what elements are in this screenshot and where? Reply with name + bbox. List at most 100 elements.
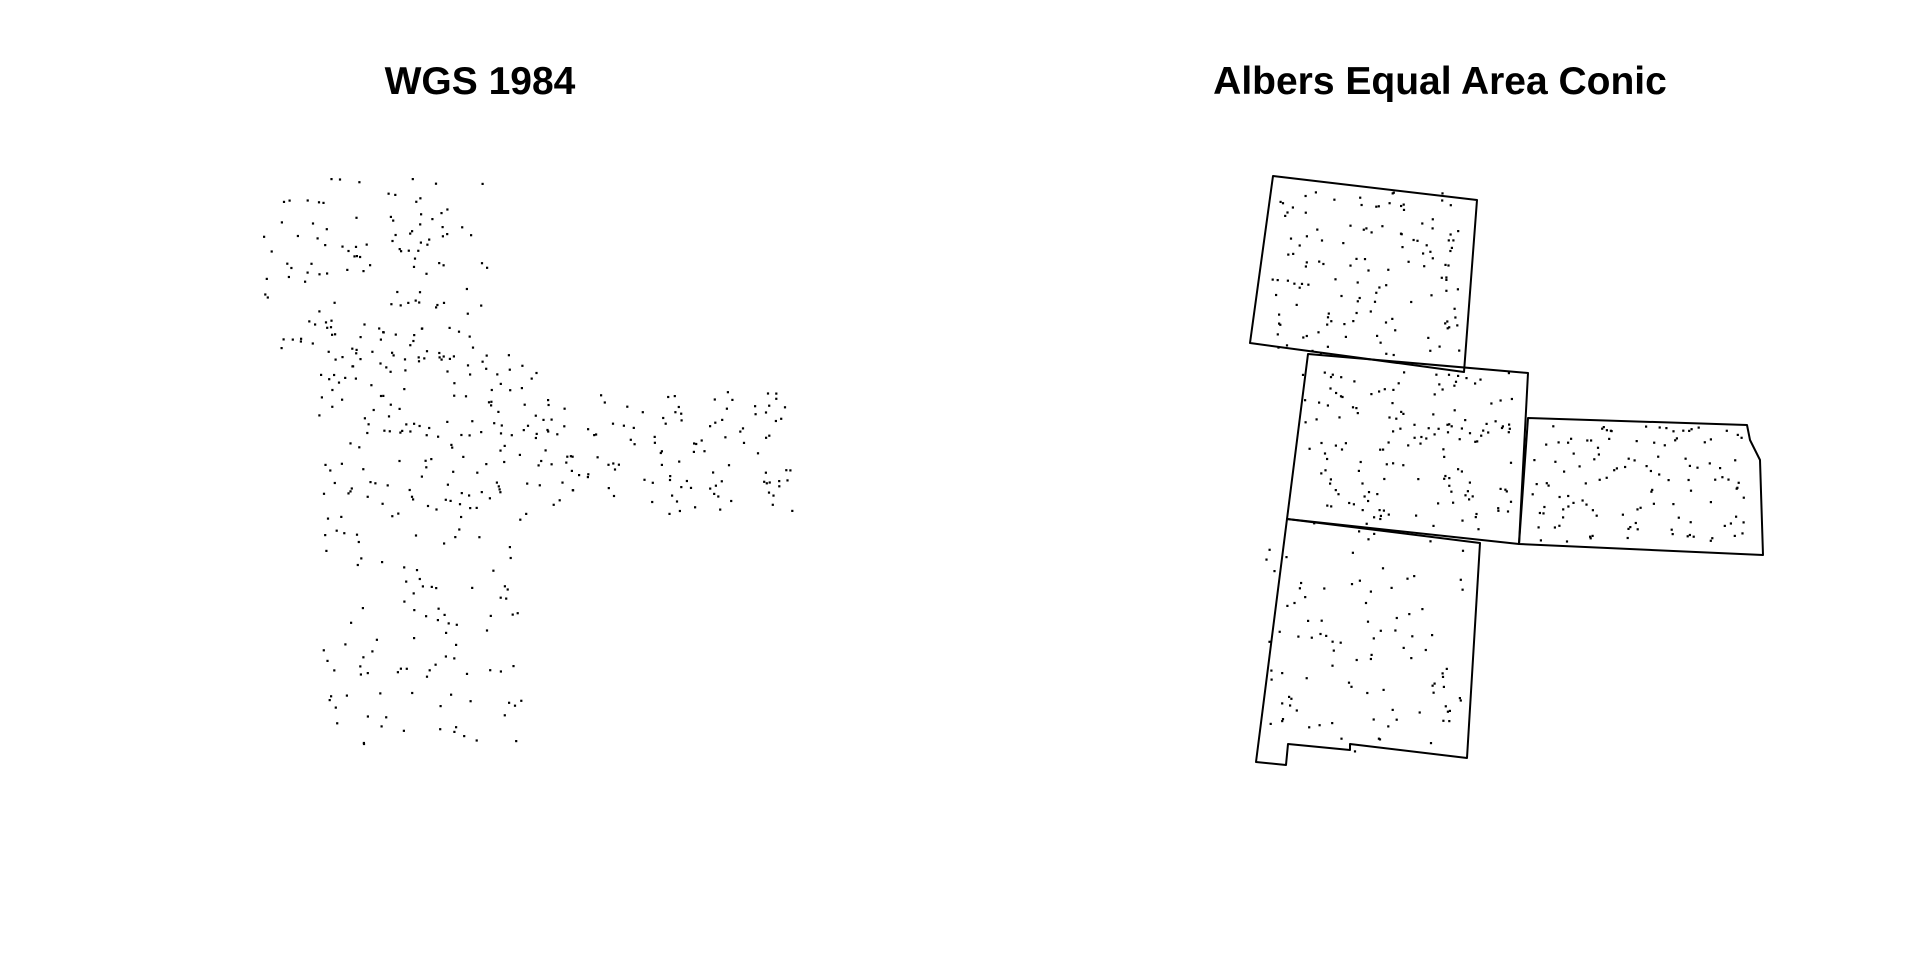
wgs84-sample-point [438, 356, 441, 359]
albers-sample-point [1531, 493, 1534, 496]
wgs84-sample-point [496, 373, 499, 376]
albers-sample-point [1286, 279, 1289, 282]
wgs84-sample-point [324, 534, 327, 537]
albers-sample-point [1567, 505, 1570, 508]
albers-sample-point [1429, 349, 1432, 352]
albers-sample-point [1487, 431, 1490, 434]
wgs84-sample-point [419, 241, 422, 244]
albers-sample-point [1433, 393, 1436, 396]
albers-sample-point [1482, 429, 1485, 432]
wgs84-sample-point [530, 377, 533, 380]
wgs84-sample-point [498, 488, 501, 491]
wgs84-sample-point [353, 255, 356, 258]
albers-sample-point [1314, 191, 1317, 194]
albers-sample-point [1558, 495, 1561, 499]
wgs84-sample-point [320, 373, 323, 376]
wgs84-sample-point [358, 446, 361, 449]
albers-sample-point [1420, 435, 1423, 439]
albers-sample-point [1353, 750, 1357, 753]
albers-sample-point [1327, 312, 1330, 315]
wgs84-sample-point [338, 178, 342, 181]
albers-sample-point [1567, 441, 1570, 444]
albers-sample-point [1539, 539, 1542, 542]
albers-sample-point [1355, 658, 1358, 662]
wgs84-sample-point [509, 389, 512, 392]
wgs84-sample-point [439, 728, 442, 731]
wgs84-point-map [263, 178, 794, 746]
wgs84-sample-point [369, 481, 372, 484]
wgs84-sample-point [389, 215, 392, 218]
albers-sample-point [1331, 722, 1334, 725]
albers-sample-point [1581, 499, 1584, 502]
wgs84-sample-point [508, 368, 511, 371]
albers-sample-point [1735, 487, 1738, 490]
albers-sample-point [1506, 510, 1510, 513]
albers-sample-point [1584, 482, 1587, 485]
wgs84-sample-point [493, 422, 496, 425]
wgs84-sample-point [359, 665, 362, 668]
albers-sample-point [1392, 353, 1395, 357]
wgs84-sample-point [410, 495, 414, 498]
wgs84-sample-point [430, 585, 433, 588]
wgs84-sample-point [350, 621, 353, 624]
wgs84-sample-point [709, 425, 712, 428]
wgs84-sample-point [326, 272, 329, 275]
albers-sample-point [1289, 237, 1293, 240]
albers-sample-point [1381, 567, 1385, 570]
albers-sample-point [1445, 667, 1448, 670]
albers-sample-point [1635, 440, 1638, 443]
wgs84-sample-point [786, 479, 789, 482]
wgs84-sample-point [369, 264, 372, 267]
albers-sample-point [1605, 476, 1608, 479]
albers-sample-point [1278, 313, 1281, 316]
wgs84-sample-point [481, 182, 484, 185]
wgs84-sample-point [499, 670, 502, 673]
albers-sample-point [1379, 517, 1382, 521]
wgs84-sample-point [507, 354, 510, 357]
wgs84-sample-point [499, 432, 503, 435]
wgs84-sample-point [405, 580, 408, 583]
wgs84-sample-point [355, 533, 359, 536]
wgs84-sample-point [537, 464, 540, 467]
albers-sample-point [1468, 432, 1472, 435]
wgs84-sample-point [550, 463, 553, 466]
wgs84-sample-point [465, 672, 469, 675]
wgs84-sample-point [712, 471, 715, 474]
wgs84-sample-point [775, 392, 778, 395]
albers-sample-point [1457, 468, 1460, 471]
albers-sample-point [1375, 291, 1378, 294]
wgs84-sample-point [521, 364, 524, 367]
albers-sample-point [1278, 322, 1281, 325]
wgs84-sample-point [622, 424, 625, 427]
wgs84-sample-point [286, 262, 289, 265]
wgs84-sample-point [453, 657, 456, 660]
wgs84-sample-point [544, 449, 547, 452]
panel-title-albers: Albers Equal Area Conic [1213, 60, 1667, 103]
albers-sample-point [1613, 469, 1616, 472]
albers-sample-point [1425, 437, 1428, 440]
albers-sample-point [1391, 402, 1394, 405]
wgs84-sample-point [356, 563, 359, 567]
wgs84-sample-point [447, 622, 450, 625]
wgs84-sample-point [421, 327, 424, 330]
albers-sample-point [1394, 629, 1397, 632]
wgs84-sample-point [398, 407, 401, 410]
wgs84-sample-point [437, 435, 440, 438]
albers-sample-point [1605, 429, 1608, 432]
wgs84-sample-point [603, 401, 606, 404]
albers-map-panel: Albers Equal Area Conic [960, 0, 1920, 960]
wgs84-sample-point [388, 430, 391, 433]
albers-sample-point [1671, 533, 1674, 536]
state-outline-new-mexico [1255, 518, 1481, 766]
wgs84-sample-point [428, 238, 431, 241]
albers-sample-point [1298, 286, 1301, 289]
wgs84-sample-point [414, 534, 418, 537]
wgs84-sample-point [468, 335, 471, 338]
albers-sample-point [1593, 458, 1596, 461]
albers-sample-point [1501, 425, 1504, 428]
albers-sample-point [1378, 738, 1382, 741]
wgs84-sample-point [411, 230, 414, 233]
wgs84-sample-point [578, 474, 581, 477]
wgs84-sample-point [288, 199, 291, 202]
albers-sample-point [1318, 260, 1321, 263]
